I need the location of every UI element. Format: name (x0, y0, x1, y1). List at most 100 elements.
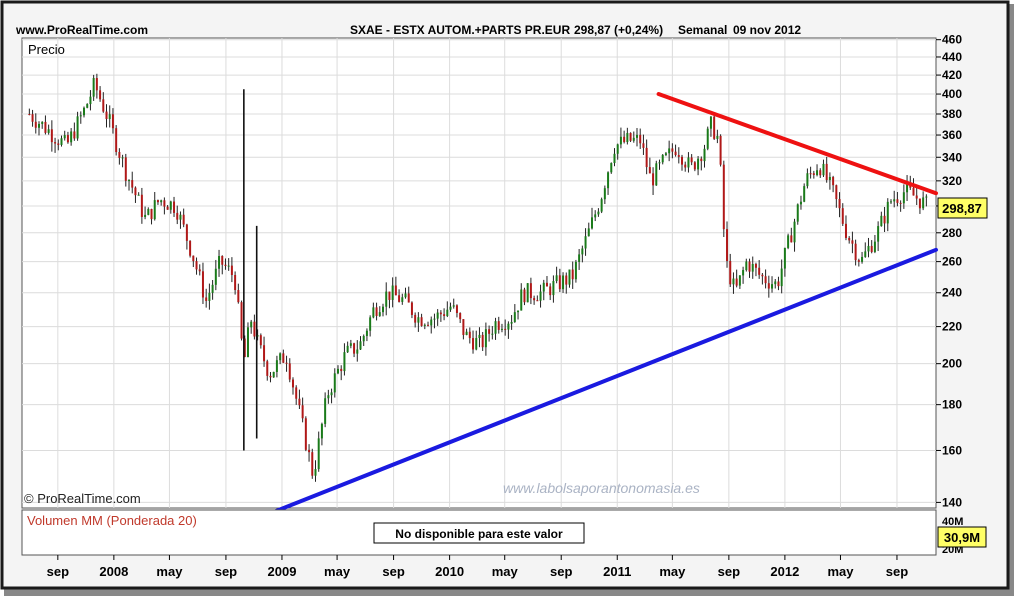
candle-body (311, 452, 314, 476)
candle-body (764, 276, 767, 284)
candle-body (423, 324, 426, 326)
candle-body (365, 330, 368, 336)
candle-body (285, 362, 288, 364)
candle-body (189, 240, 192, 256)
volume-message: No disponible para este valor (395, 527, 563, 541)
candle-body (221, 256, 224, 265)
candle-body (234, 275, 237, 291)
candle-body (600, 199, 603, 212)
candle-body (552, 281, 555, 296)
candle-body (227, 265, 230, 267)
resistance-trendline (656, 92, 938, 196)
candle-body (523, 289, 526, 303)
candle-body (478, 334, 481, 339)
candle-body (812, 173, 815, 175)
candle-body (243, 338, 246, 358)
y-tick-label: 220 (942, 320, 962, 334)
price-candles (28, 73, 928, 482)
candle-body (205, 297, 208, 301)
candle-body (793, 221, 796, 243)
x-tick-label-month: sep (550, 564, 572, 579)
x-tick-label-year: 2011 (603, 564, 631, 579)
candle-body (44, 121, 47, 133)
candle-body (378, 312, 381, 316)
candle-body (880, 215, 883, 227)
y-tick-label: 420 (942, 68, 962, 82)
candle-body (787, 235, 790, 248)
candle-body (153, 200, 156, 220)
candle-body (369, 317, 372, 331)
candle-body (86, 104, 89, 108)
candle-body (623, 136, 626, 143)
candle-body (359, 341, 362, 350)
candle-body (610, 163, 613, 173)
candle-body (140, 194, 143, 217)
volume-panel-label: Volumen MM (Ponderada 20) (27, 513, 197, 528)
candle-body (735, 278, 738, 286)
candle-body (73, 131, 76, 139)
candle-body (211, 284, 214, 293)
x-tick-label-month: sep (382, 564, 404, 579)
candle-body (857, 260, 860, 262)
candle-body (346, 345, 349, 353)
candle-body (468, 331, 471, 339)
candle-body (92, 78, 95, 97)
candle-body (375, 307, 378, 316)
candle-body (491, 333, 494, 335)
y-tick-label: 160 (942, 443, 962, 457)
candle-body (279, 353, 282, 361)
candle-body (565, 275, 568, 285)
candle-body (690, 157, 693, 163)
candle-body (780, 268, 783, 287)
candle-body (861, 256, 864, 262)
candle-body (34, 121, 37, 128)
candle-body (896, 199, 899, 203)
candle-body (275, 360, 278, 372)
candle-body (648, 167, 651, 174)
candle-body (272, 371, 275, 378)
candle-body (407, 293, 410, 303)
candle-body (918, 198, 921, 209)
candle-body (828, 176, 831, 181)
last-price-tag (937, 197, 988, 219)
candle-body (102, 99, 105, 112)
candle-body (298, 398, 301, 406)
candle-body (658, 162, 661, 164)
candle-body (806, 173, 809, 187)
copyright: © ProRealTime.com (24, 491, 141, 506)
candle-body (137, 194, 140, 196)
candle-body (713, 116, 716, 139)
candle-body (295, 387, 298, 399)
candle-body (343, 352, 346, 372)
candle-body (95, 78, 98, 91)
candle-body (37, 123, 40, 128)
candle-body (317, 438, 320, 470)
x-tick-label-month: may (827, 564, 854, 579)
candle-body (545, 282, 548, 287)
candle-body (912, 187, 915, 196)
candle-body (356, 349, 359, 354)
candle-body (848, 237, 851, 241)
x-tick-label-year: 2008 (99, 564, 128, 579)
candle-body (266, 361, 269, 376)
x-tick-label-month: sep (718, 564, 740, 579)
candle-body (809, 173, 812, 175)
candle-body (83, 107, 86, 116)
price-axis: 1401601802002202402602803003203403603804… (936, 33, 962, 509)
candle-body (513, 312, 516, 322)
candle-body (394, 285, 397, 296)
candle-body (584, 236, 587, 249)
candle-body (838, 199, 841, 209)
candle-body (603, 188, 606, 200)
candle-body (922, 197, 925, 209)
candle-body (816, 170, 819, 175)
candle-body (668, 148, 671, 154)
candle-body (353, 343, 356, 354)
candle-body (481, 334, 484, 348)
y-tick-label: 200 (942, 357, 962, 371)
candle-body (388, 291, 391, 300)
candle-body (742, 270, 745, 276)
candle-body (89, 96, 92, 105)
last-value-header: 298,87 (+0,24%) (574, 23, 663, 37)
candle-body (308, 449, 311, 453)
